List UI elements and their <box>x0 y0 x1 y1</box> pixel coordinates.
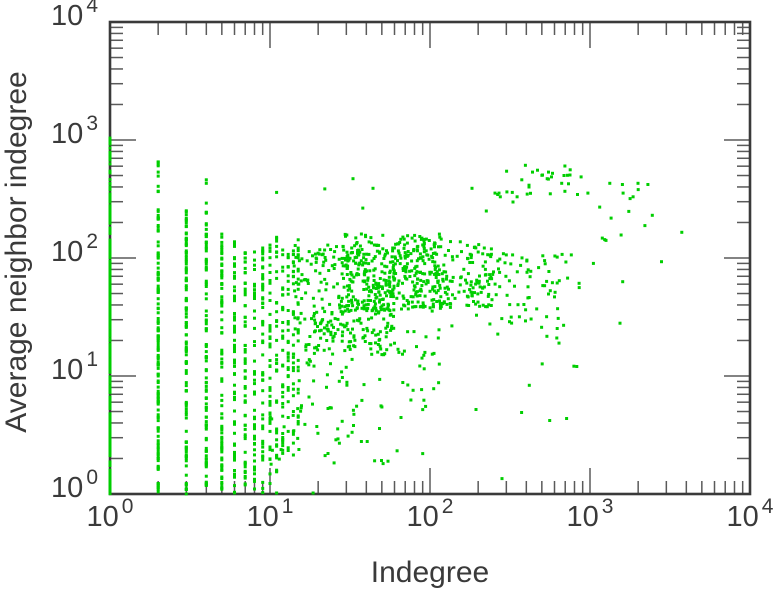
y-tick-label: 10 4 <box>51 0 98 32</box>
x-tick-label: 10 0 <box>86 495 134 533</box>
y-axis-title: Average neighbor indegree <box>0 71 33 433</box>
y-tick-label: 10 1 <box>51 348 98 386</box>
y-tick-label: 10 3 <box>51 112 98 150</box>
x-tick-label: 10 2 <box>406 495 454 533</box>
y-tick-label: 10 2 <box>51 230 98 268</box>
x-tick-label: 10 3 <box>566 495 614 533</box>
x-tick-label: 10 4 <box>726 495 774 533</box>
scatter-points <box>108 136 684 496</box>
x-axis-title: Indegree <box>370 556 490 589</box>
x-tick-label: 10 1 <box>246 495 294 533</box>
y-tick-label: 10 0 <box>51 466 98 504</box>
